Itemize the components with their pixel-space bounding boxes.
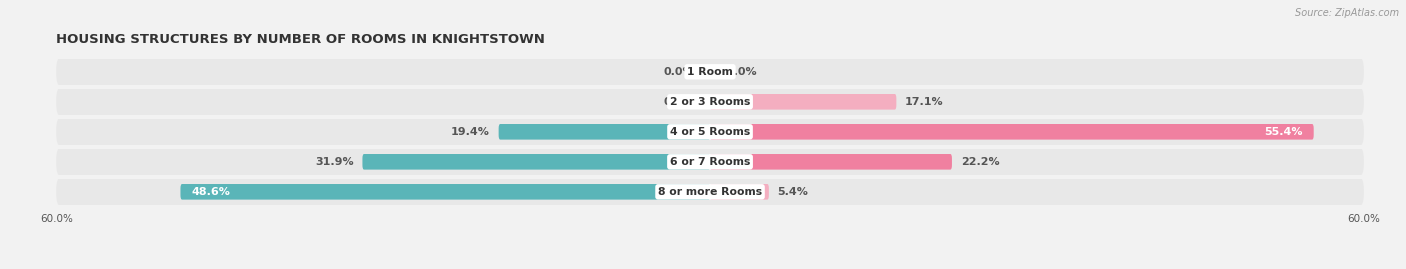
Text: 0.0%: 0.0%: [727, 67, 756, 77]
Text: 6 or 7 Rooms: 6 or 7 Rooms: [669, 157, 751, 167]
FancyBboxPatch shape: [710, 154, 952, 170]
Text: Source: ZipAtlas.com: Source: ZipAtlas.com: [1295, 8, 1399, 18]
FancyBboxPatch shape: [56, 58, 1364, 86]
Text: 1 Room: 1 Room: [688, 67, 733, 77]
FancyBboxPatch shape: [56, 88, 1364, 116]
Text: 5.4%: 5.4%: [778, 187, 808, 197]
Text: 55.4%: 55.4%: [1264, 127, 1303, 137]
FancyBboxPatch shape: [710, 94, 897, 109]
Text: 17.1%: 17.1%: [905, 97, 943, 107]
Text: 2 or 3 Rooms: 2 or 3 Rooms: [669, 97, 751, 107]
Text: 22.2%: 22.2%: [960, 157, 1000, 167]
Text: 0.0%: 0.0%: [664, 97, 693, 107]
Text: 48.6%: 48.6%: [191, 187, 231, 197]
FancyBboxPatch shape: [180, 184, 710, 200]
FancyBboxPatch shape: [56, 178, 1364, 206]
Text: 0.0%: 0.0%: [664, 67, 693, 77]
FancyBboxPatch shape: [363, 154, 710, 170]
FancyBboxPatch shape: [499, 124, 710, 140]
Text: 4 or 5 Rooms: 4 or 5 Rooms: [669, 127, 751, 137]
FancyBboxPatch shape: [710, 184, 769, 200]
Text: HOUSING STRUCTURES BY NUMBER OF ROOMS IN KNIGHTSTOWN: HOUSING STRUCTURES BY NUMBER OF ROOMS IN…: [56, 33, 546, 46]
Text: 31.9%: 31.9%: [315, 157, 354, 167]
Text: 19.4%: 19.4%: [451, 127, 489, 137]
Text: 8 or more Rooms: 8 or more Rooms: [658, 187, 762, 197]
FancyBboxPatch shape: [710, 124, 1313, 140]
FancyBboxPatch shape: [56, 118, 1364, 146]
FancyBboxPatch shape: [56, 148, 1364, 176]
